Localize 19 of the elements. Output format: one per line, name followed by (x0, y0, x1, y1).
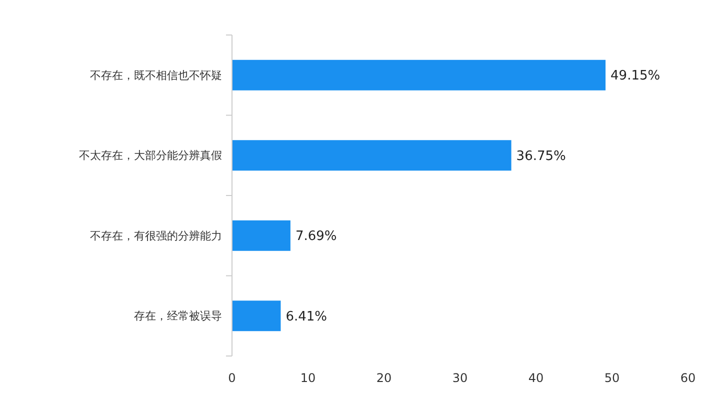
data-label: 6.41% (286, 309, 328, 324)
x-tick-label: 20 (376, 371, 392, 385)
bar (232, 140, 512, 171)
bar (232, 300, 281, 332)
x-tick-label: 30 (452, 371, 468, 385)
y-tick-label: 存在，经常被误导 (134, 310, 222, 323)
x-tick-label: 50 (604, 371, 620, 385)
y-tick-label: 不存在，有很强的分辨能力 (90, 229, 222, 242)
bar (232, 220, 290, 251)
y-tick-label: 不存在，既不相信也不怀疑 (90, 68, 222, 82)
data-label: 7.69% (295, 229, 337, 244)
x-tick-label: 0 (228, 371, 236, 385)
y-tick-label: 不太存在，大部分能分辨真假 (79, 149, 222, 162)
x-tick-label: 60 (680, 371, 696, 385)
data-label: 49.15% (610, 68, 660, 84)
bar (232, 60, 606, 90)
data-label: 36.75% (516, 148, 566, 164)
x-tick-label: 10 (300, 371, 316, 385)
x-tick-label: 40 (528, 371, 544, 385)
